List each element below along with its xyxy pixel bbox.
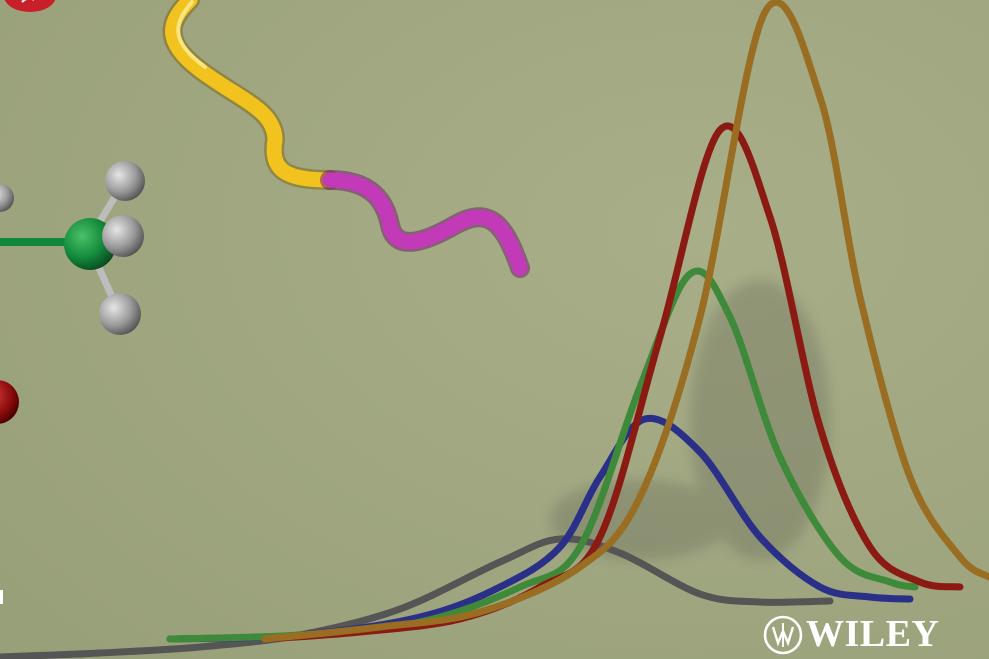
red-badge-icon (4, 0, 56, 12)
molecule-model (0, 161, 145, 424)
series-line-1 (0, 535, 834, 659)
bottom-left-tick (0, 590, 3, 604)
wiley-wordmark: WILEY (806, 613, 940, 655)
hydrogen-atom (102, 215, 144, 257)
oxygen-atom (0, 380, 19, 424)
hydrogen-atom (105, 161, 145, 201)
hydrogen-atom (99, 293, 141, 335)
hydrogen-atom (0, 184, 14, 212)
polymer-chain (162, 0, 530, 278)
series-line-5 (261, 0, 989, 643)
wiley-logo-icon (763, 615, 803, 655)
